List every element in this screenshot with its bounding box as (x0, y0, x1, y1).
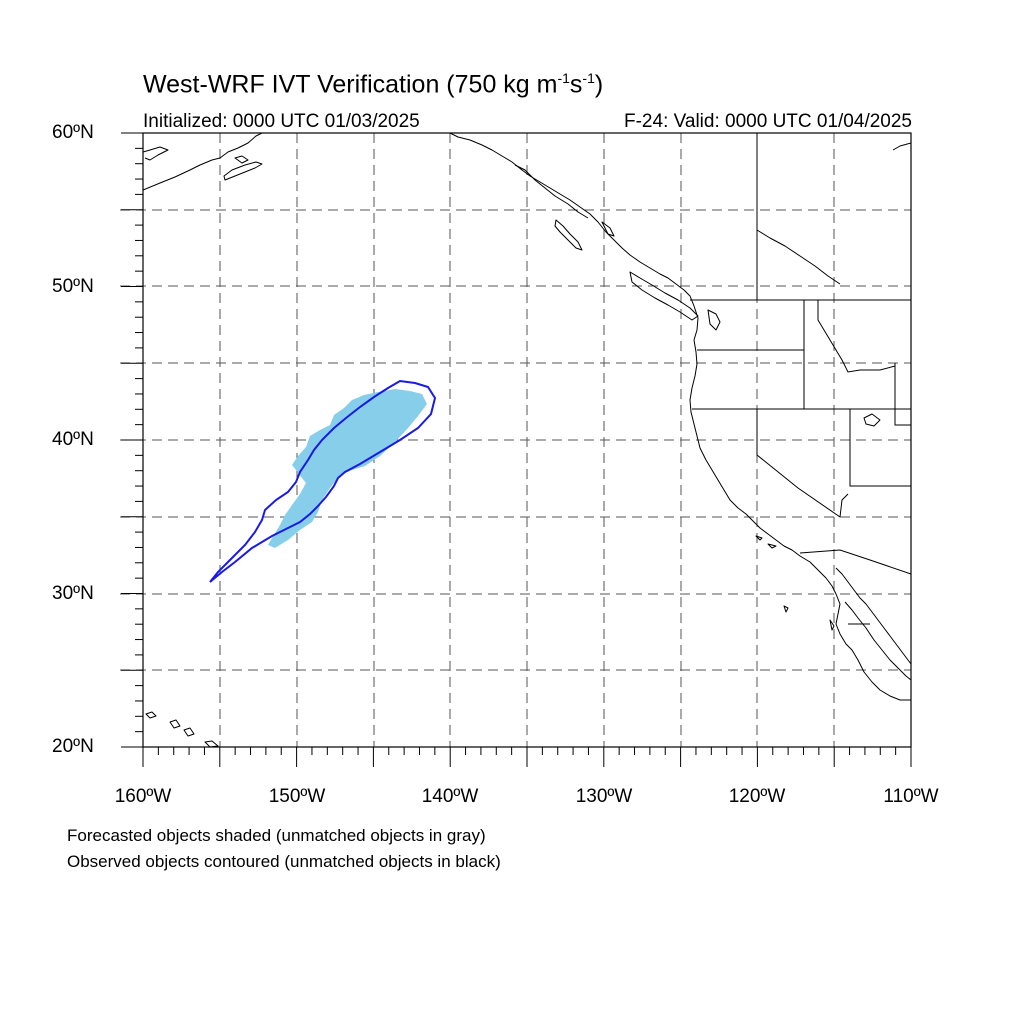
init-time-label: Initialized: 0000 UTC 01/03/2025 (143, 111, 420, 132)
lat-label-30: 30ºN (52, 583, 94, 604)
footer-note-forecast: Forecasted objects shaded (unmatched obj… (67, 826, 486, 845)
lat-label-40: 40ºN (52, 429, 94, 450)
lon-label-120w: 120ºW (728, 786, 786, 807)
plot-frame (142, 132, 912, 748)
lon-label-110w: 110ºW (883, 786, 939, 807)
coastlines (143, 133, 911, 747)
lon-label-130w: 130ºW (575, 786, 633, 807)
lon-label-140w: 140ºW (421, 786, 479, 807)
map-title: West-WRF IVT Verification (750 kg m-1s-1… (143, 70, 604, 99)
valid-time-label: F-24: Valid: 0000 UTC 01/04/2025 (624, 111, 912, 132)
lon-label-150w: 150ºW (268, 786, 326, 807)
lat-label-60: 60ºN (52, 122, 94, 143)
political-borders (690, 133, 911, 625)
lon-label-160w: 160ºW (114, 786, 172, 807)
footer-note-observed: Observed objects contoured (unmatched ob… (67, 852, 501, 871)
forecast-ivt-object (268, 389, 427, 548)
lat-label-20: 20ºN (52, 736, 94, 757)
axis-ticks (121, 132, 912, 767)
observed-ivt-contour (209, 379, 437, 583)
gridlines (120, 133, 911, 747)
lat-label-50: 50ºN (52, 276, 94, 297)
